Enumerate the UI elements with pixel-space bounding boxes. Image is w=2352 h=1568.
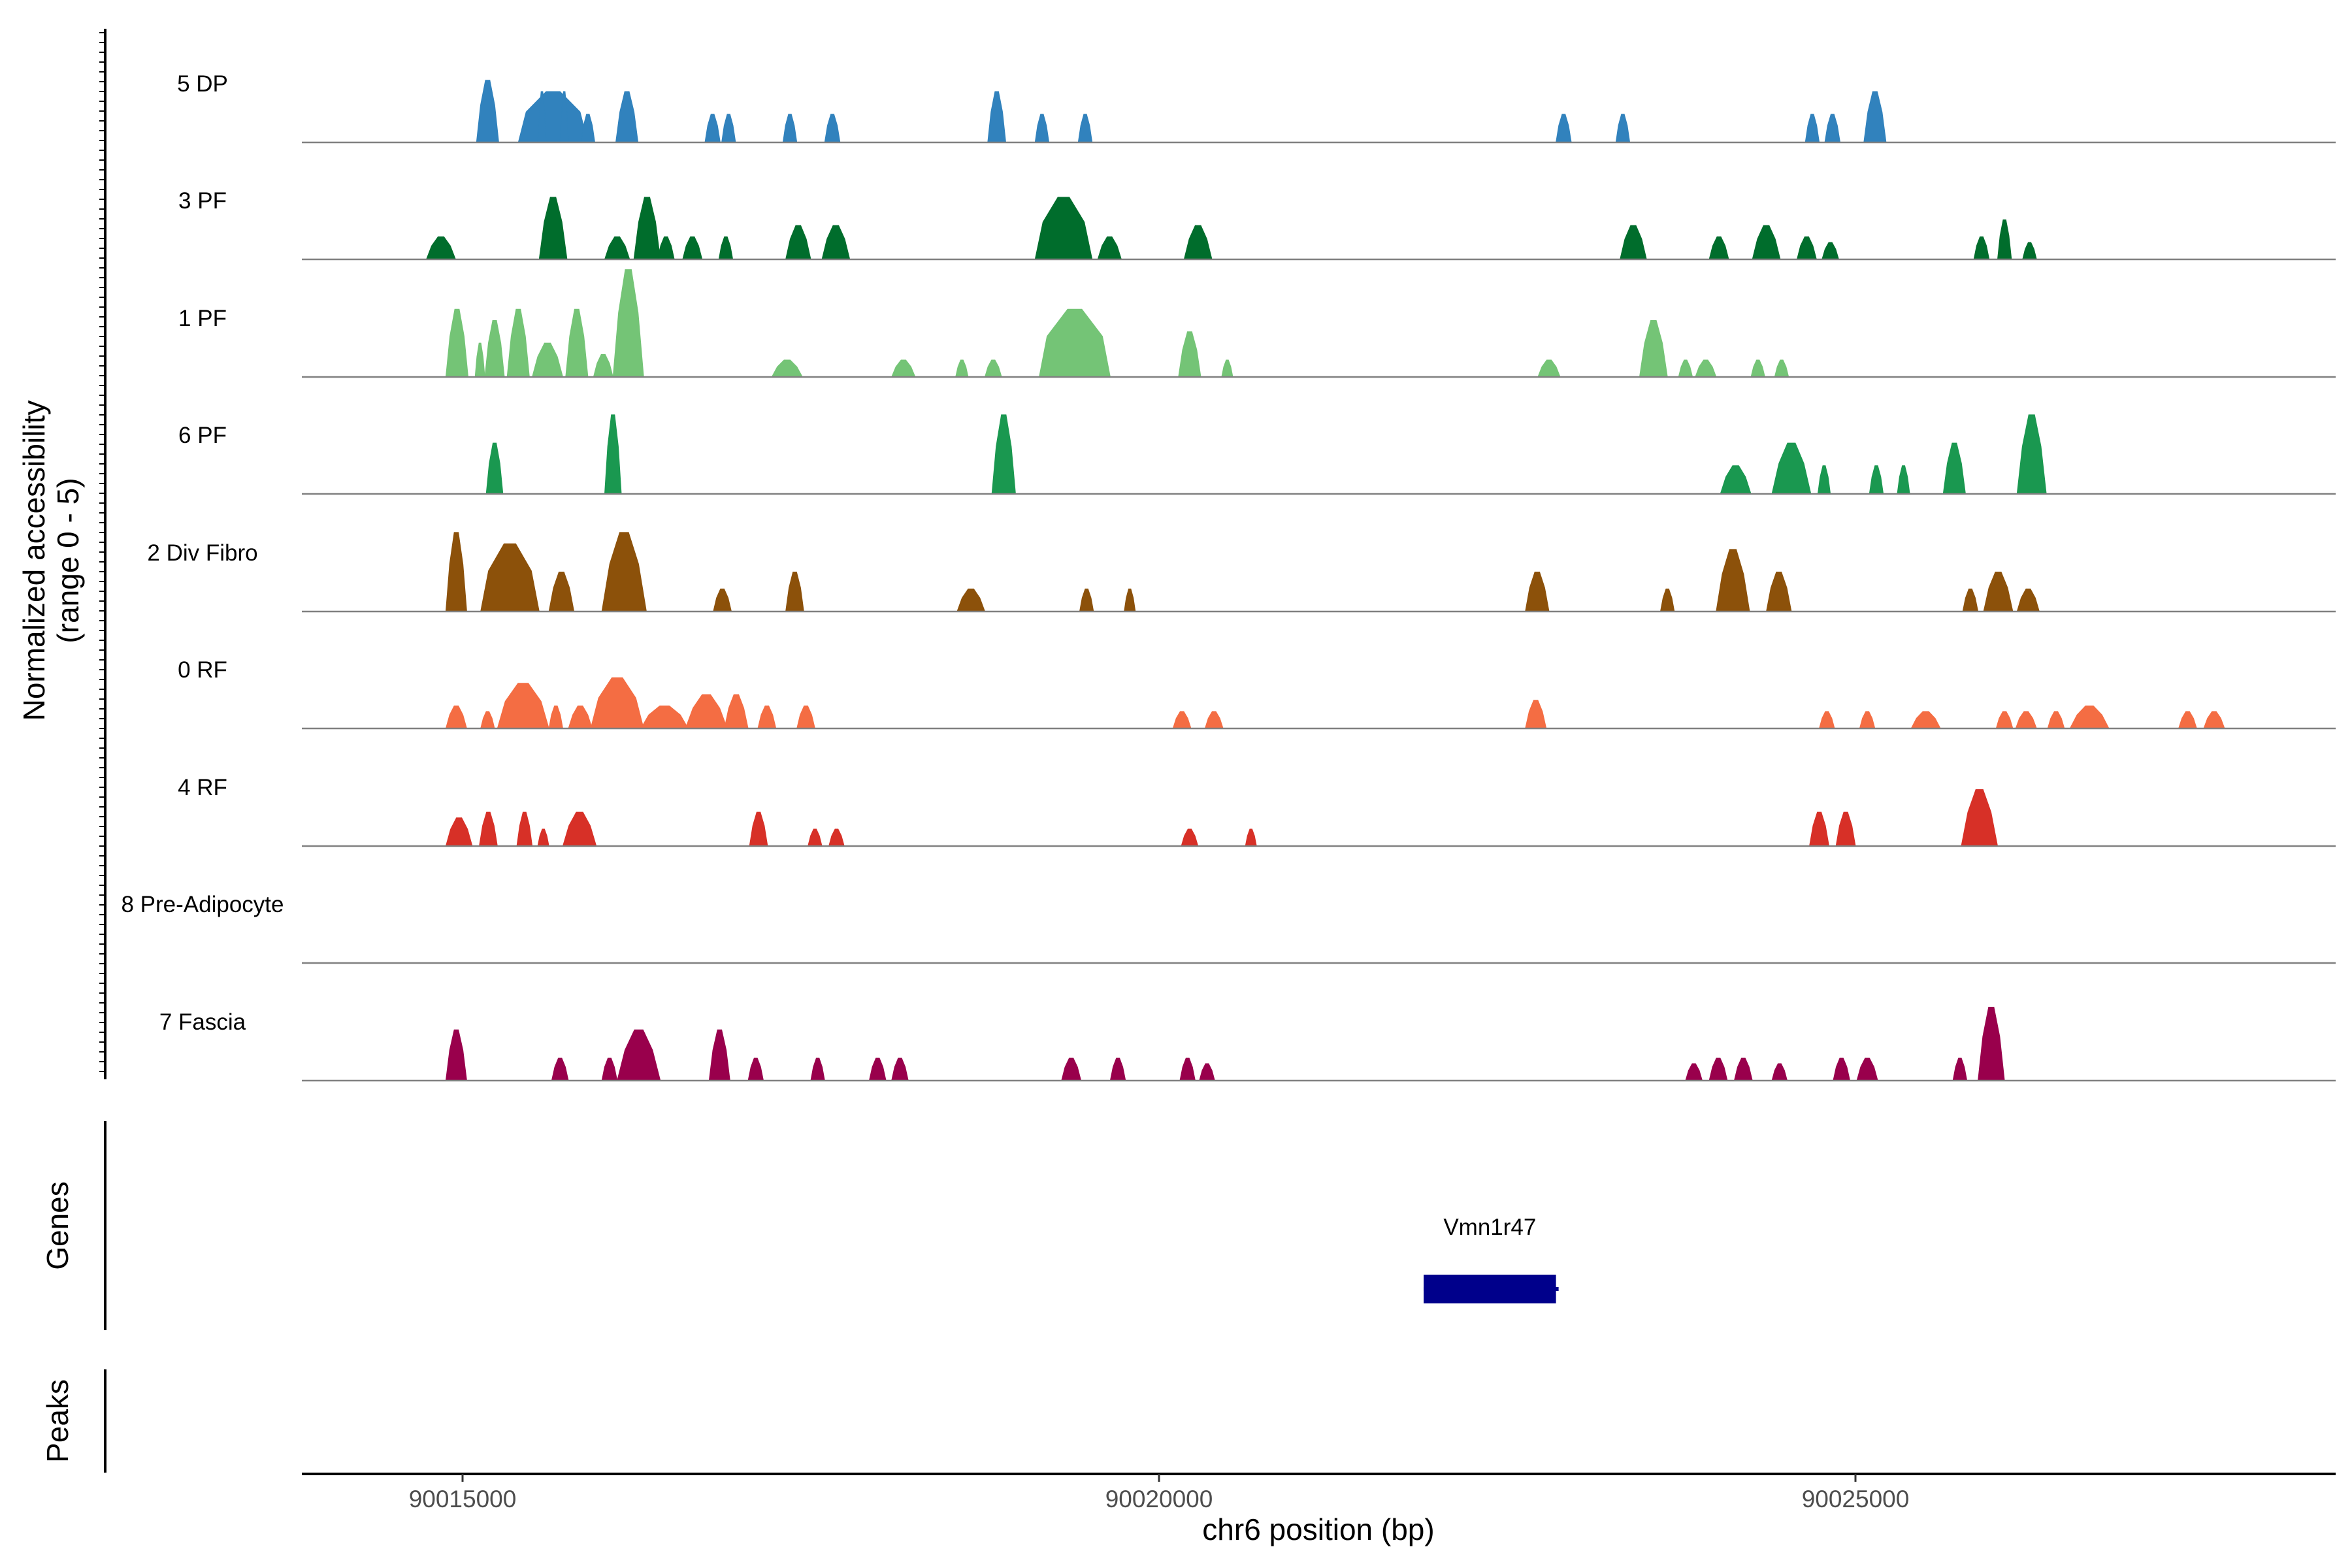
genes-track-title: Genes	[41, 1181, 74, 1270]
track-3-pf: 3 PF	[178, 188, 2336, 261]
coverage-tracks: 5 DP 3 PF 1 PF 6 PF 2 Div Fibro 0 RF 4 RF 8 Pre…	[121, 71, 2336, 1082]
y-axis-title-line-2: (range 0 - 5)	[51, 478, 85, 643]
track-label: 2 Div Fibro	[147, 540, 257, 566]
x-tick-label: 90015000	[409, 1486, 517, 1512]
track-label: 4 RF	[178, 775, 227, 800]
track-8-pre-adipocyte: 8 Pre-Adipocyte	[121, 892, 2336, 964]
track-7-fascia: 7 Fascia	[159, 1007, 2336, 1082]
track-5-dp: 5 DP	[177, 71, 2336, 144]
track-0-rf: 0 RF	[178, 657, 2336, 730]
track-label: 3 PF	[178, 188, 227, 214]
peaks-track-title: Peaks	[41, 1379, 74, 1463]
track-label: 0 RF	[178, 657, 227, 683]
x-axis-ticks: 90015000 90020000 90025000	[409, 1474, 1910, 1512]
track-label: 1 PF	[178, 306, 227, 331]
y-axis-title-line-1: Normalized accessibility	[17, 400, 51, 721]
track-label: 6 PF	[178, 423, 227, 448]
track-1-pf: 1 PF	[178, 269, 2336, 378]
gene-annotations: Vmn1r47	[1424, 1215, 1559, 1303]
coverage-y-axis-title: Normalized accessibility (range 0 - 5)	[17, 400, 85, 721]
track-6-pf: 6 PF	[178, 414, 2336, 495]
track-label: 7 Fascia	[159, 1009, 246, 1035]
track-label: 8 Pre-Adipocyte	[121, 892, 284, 917]
x-axis-title: chr6 position (bp)	[1202, 1512, 1434, 1546]
x-tick-label: 90025000	[1802, 1486, 1910, 1512]
track-2-div-fibro: 2 Div Fibro	[147, 532, 2336, 613]
coverage-y-ticks	[99, 32, 105, 1072]
x-tick-label: 90020000	[1105, 1486, 1213, 1512]
gene-label: Vmn1r47	[1443, 1215, 1536, 1240]
track-4-rf: 4 RF	[178, 775, 2336, 847]
track-label: 5 DP	[177, 71, 228, 97]
